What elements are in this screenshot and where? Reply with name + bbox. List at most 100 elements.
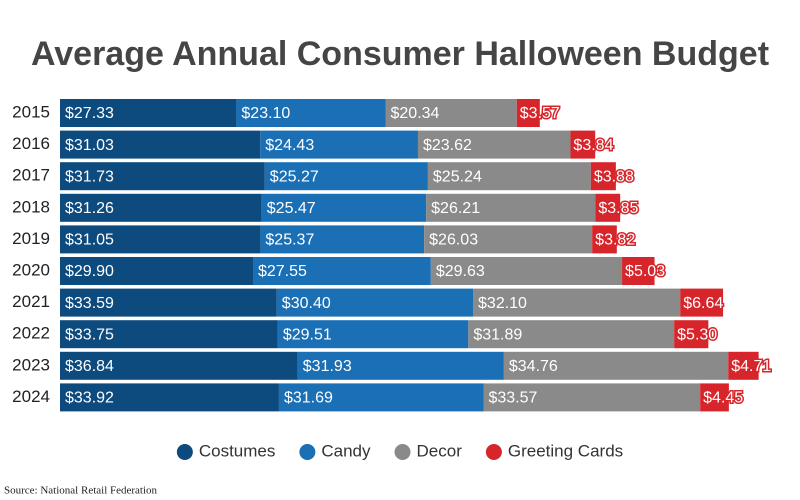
bar-segment bbox=[516, 99, 540, 127]
data-label: $33.59 bbox=[65, 295, 114, 312]
chart-title: Average Annual Consumer Halloween Budget bbox=[31, 35, 769, 73]
bar-segment bbox=[570, 130, 596, 159]
data-label: $36.84 bbox=[65, 358, 114, 375]
data-label: $27.33 bbox=[65, 105, 114, 122]
bar-segment bbox=[60, 257, 253, 285]
data-label: $5.30 bbox=[677, 326, 717, 343]
data-label: $6.64 bbox=[683, 295, 723, 312]
bar-segment bbox=[60, 193, 262, 222]
y-tick-label: 2023 bbox=[12, 355, 50, 374]
bar-segment bbox=[278, 383, 484, 412]
y-tick-label: 2017 bbox=[12, 166, 50, 185]
bar-segment bbox=[590, 162, 616, 191]
bar-segment bbox=[424, 225, 593, 254]
data-label: $30.40 bbox=[282, 295, 331, 312]
bar-segment bbox=[60, 225, 261, 254]
data-label: $5.03 bbox=[625, 263, 665, 280]
data-label: $20.34 bbox=[391, 105, 440, 122]
y-tick-label: 2019 bbox=[12, 229, 50, 248]
bar-segment bbox=[728, 351, 759, 380]
bar-segment bbox=[473, 288, 681, 317]
bar-segment bbox=[60, 383, 279, 412]
y-tick-label: 2020 bbox=[12, 260, 50, 279]
data-label: $4.45 bbox=[703, 390, 743, 407]
data-label: $26.03 bbox=[429, 232, 478, 249]
bar-segment bbox=[417, 130, 571, 159]
bar-segment bbox=[260, 130, 418, 159]
data-label: $3.84 bbox=[573, 137, 613, 154]
bar-segment bbox=[297, 351, 504, 380]
bar-segment bbox=[261, 193, 427, 222]
data-label: $33.92 bbox=[65, 390, 114, 407]
source-note: Source: National Retail Federation bbox=[4, 485, 158, 497]
bar-segment bbox=[60, 162, 265, 191]
legend-marker[interactable] bbox=[299, 444, 316, 460]
data-label: $31.26 bbox=[65, 200, 114, 217]
data-label: $31.69 bbox=[284, 390, 333, 407]
data-label: $3.85 bbox=[598, 200, 638, 217]
data-label: $31.03 bbox=[65, 137, 114, 154]
legend-label[interactable]: Candy bbox=[321, 441, 371, 460]
data-label: $24.43 bbox=[265, 137, 314, 154]
bar-segment bbox=[60, 351, 298, 380]
bar-segment bbox=[622, 257, 655, 285]
data-label: $3.82 bbox=[595, 232, 635, 249]
bar-segment bbox=[236, 99, 386, 127]
data-label: $25.37 bbox=[265, 232, 314, 249]
data-label: $31.93 bbox=[303, 358, 352, 375]
bar-segment bbox=[60, 99, 237, 127]
bar-segment bbox=[430, 257, 623, 285]
y-tick-label: 2024 bbox=[12, 387, 50, 406]
data-label: $33.75 bbox=[65, 326, 114, 343]
data-label: $29.63 bbox=[436, 263, 485, 280]
data-label: $23.62 bbox=[423, 137, 472, 154]
bar-segment bbox=[60, 288, 277, 317]
bar-segment bbox=[60, 130, 261, 159]
bar-segment bbox=[277, 320, 469, 349]
data-label: $23.10 bbox=[241, 105, 290, 122]
bar-segment bbox=[426, 193, 596, 222]
bar-segment bbox=[60, 320, 278, 349]
legend-marker[interactable] bbox=[394, 444, 411, 460]
data-label: $34.76 bbox=[509, 358, 558, 375]
bar-segment bbox=[252, 257, 431, 285]
data-label: $26.21 bbox=[431, 200, 480, 217]
data-label: $29.90 bbox=[65, 263, 114, 280]
data-label: $31.89 bbox=[473, 326, 522, 343]
bar-segment bbox=[595, 193, 621, 222]
data-label: $4.71 bbox=[731, 358, 771, 375]
bar-segment bbox=[276, 288, 474, 317]
y-tick-label: 2021 bbox=[12, 292, 50, 311]
data-label: $32.10 bbox=[478, 295, 527, 312]
data-label: $25.27 bbox=[270, 168, 319, 185]
bar-segment bbox=[260, 225, 425, 254]
bar-segment bbox=[680, 288, 724, 317]
y-tick-label: 2022 bbox=[12, 324, 50, 343]
bar-segment bbox=[700, 383, 729, 412]
legend-marker[interactable] bbox=[485, 444, 502, 460]
data-label: $31.05 bbox=[65, 232, 114, 249]
data-label: $29.51 bbox=[283, 326, 332, 343]
bar-segment bbox=[483, 383, 701, 412]
bar-segment bbox=[503, 351, 729, 380]
bar-segment bbox=[468, 320, 675, 349]
bar-segment bbox=[385, 99, 517, 127]
legend-label[interactable]: Costumes bbox=[199, 441, 276, 460]
bar-segment bbox=[427, 162, 591, 191]
legend-label[interactable]: Decor bbox=[417, 441, 463, 460]
y-tick-label: 2018 bbox=[12, 197, 50, 216]
data-label: $3.88 bbox=[594, 168, 634, 185]
y-tick-label: 2016 bbox=[12, 134, 50, 153]
bar-segment bbox=[592, 225, 617, 254]
data-label: $27.55 bbox=[258, 263, 307, 280]
y-tick-label: 2015 bbox=[12, 102, 50, 121]
data-label: $31.73 bbox=[65, 168, 114, 185]
data-label: $3.57 bbox=[520, 105, 560, 122]
data-label: $25.47 bbox=[267, 200, 316, 217]
legend-marker[interactable] bbox=[176, 444, 193, 460]
legend-label[interactable]: Greeting Cards bbox=[508, 441, 623, 460]
data-label: $25.24 bbox=[433, 168, 482, 185]
bar-segment bbox=[674, 320, 709, 349]
data-label: $33.57 bbox=[488, 390, 537, 407]
